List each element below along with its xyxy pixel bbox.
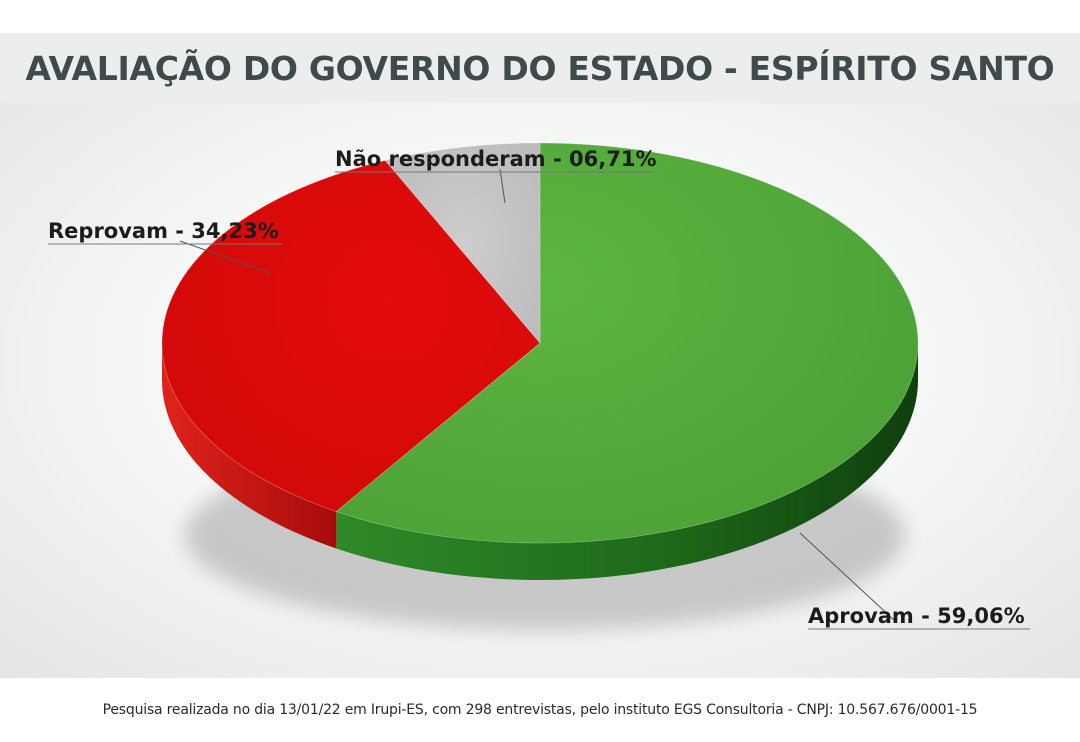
label-reprovam: Reprovam - 34,23% <box>48 219 279 243</box>
slice-aprovam <box>335 142 919 544</box>
label-leaders <box>48 168 1030 630</box>
leader-line-aprovam <box>799 532 896 622</box>
source-note: Pesquisa realizada no dia 13/01/22 em Ir… <box>102 702 978 718</box>
chart-title: AVALIAÇÃO DO GOVERNO DO ESTADO - ESPÍRIT… <box>25 48 1055 88</box>
leader-line-reprovam <box>179 240 271 274</box>
label-aprovam: Aprovam - 59,06% <box>808 604 1025 628</box>
leader-line-nao-responderam <box>499 168 506 204</box>
slice-nao-responderam <box>384 142 541 345</box>
chart-area: Aprovam - 59,06% Reprovam - 34,23% Não res… <box>0 103 1080 678</box>
label-nao-responderam: Não responderam - 06,71% <box>335 147 656 171</box>
pie-top-layer <box>161 142 919 544</box>
slice-side-aprovam <box>336 343 918 580</box>
pie-chart: Aprovam - 59,06% Reprovam - 34,23% Não res… <box>48 142 1030 630</box>
chart-header: AVALIAÇÃO DO GOVERNO DO ESTADO - ESPÍRIT… <box>0 33 1080 103</box>
slice-side-reprovam <box>162 343 337 549</box>
slice-labels: Aprovam - 59,06% Reprovam - 34,23% Não res… <box>48 147 1025 628</box>
chart-footer: Pesquisa realizada no dia 13/01/22 em Ir… <box>0 678 1080 742</box>
slice-reprovam <box>161 160 541 512</box>
pie-side-layer <box>162 343 918 580</box>
